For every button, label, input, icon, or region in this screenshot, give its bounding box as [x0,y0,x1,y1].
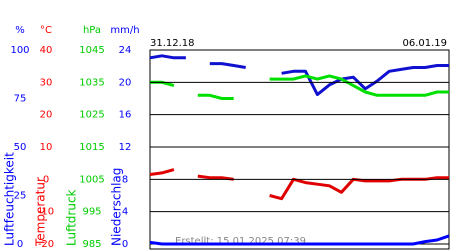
y-tick-label: 20 [119,77,132,88]
y-tick-label: 1035 [79,77,104,88]
axis-unit: % [15,25,25,36]
y-tick-label: 25 [14,191,27,202]
y-tick-label: 20 [40,110,53,121]
y-tick-label: 0 [122,239,128,250]
series-line [269,176,449,201]
y-tick-label: 10 [40,142,53,153]
y-tick-label: -10 [38,207,54,218]
y-tick-label: 12 [119,142,132,153]
series-line [269,74,449,97]
end-date: 06.01.19 [402,38,447,49]
series-line [197,174,234,181]
axis-title: Luftdruck [65,189,79,246]
y-tick-label: 4 [122,207,128,218]
series-line [209,62,246,69]
y-tick-label: 0 [17,239,23,250]
y-tick-label: 1025 [79,110,104,121]
y-tick-label: 1015 [79,142,104,153]
y-tick-label: 100 [10,45,29,56]
y-tick-label: 1005 [79,174,104,185]
start-date: 31.12.18 [150,38,195,49]
axis-unit: mm/h [110,25,139,36]
y-tick-label: 985 [82,239,101,250]
y-tick-label: 50 [14,142,27,153]
y-tick-label: 1045 [79,45,104,56]
y-tick-label: 995 [82,207,101,218]
series-line [149,234,450,246]
axis-unit: hPa [83,25,101,36]
y-tick-label: 40 [40,45,53,56]
y-tick-label: 24 [119,45,132,56]
footer: Erstellt: 15.01.2025 07:39 [175,236,306,247]
axis-title: Temperatur [34,177,48,247]
y-tick-label: -20 [38,239,54,250]
y-tick-label: 75 [14,94,27,105]
y-tick-label: 8 [122,174,128,185]
axis-title: Luftfeuchtigkeit [3,152,17,246]
plot-frame [149,49,450,250]
series-line [281,64,449,97]
series-line [149,54,186,60]
y-tick-label: 0 [43,174,49,185]
y-tick-label: 30 [40,77,53,88]
axis-unit: °C [40,25,52,36]
y-tick-label: 16 [119,110,132,121]
axis-title: Niederschlag [110,168,124,246]
series-line [197,93,234,100]
series-line [149,168,175,176]
